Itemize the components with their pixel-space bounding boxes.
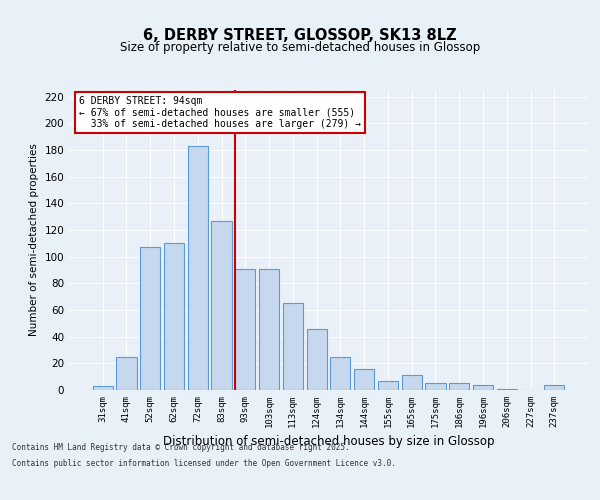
Text: Size of property relative to semi-detached houses in Glossop: Size of property relative to semi-detach… xyxy=(120,41,480,54)
Bar xyxy=(425,384,446,390)
Text: 6, DERBY STREET, GLOSSOP, SK13 8LZ: 6, DERBY STREET, GLOSSOP, SK13 8LZ xyxy=(143,28,457,42)
Text: Contains HM Land Registry data © Crown copyright and database right 2025.: Contains HM Land Registry data © Crown c… xyxy=(12,442,350,452)
Bar xyxy=(188,146,208,390)
Bar xyxy=(378,380,398,390)
Bar xyxy=(235,268,256,390)
Text: 6 DERBY STREET: 94sqm
← 67% of semi-detached houses are smaller (555)
  33% of s: 6 DERBY STREET: 94sqm ← 67% of semi-deta… xyxy=(79,96,361,129)
Bar xyxy=(116,356,137,390)
Bar xyxy=(92,386,113,390)
Bar xyxy=(497,388,517,390)
Bar xyxy=(401,376,422,390)
Bar xyxy=(544,384,565,390)
Bar xyxy=(354,368,374,390)
Bar xyxy=(283,304,303,390)
Bar xyxy=(307,328,327,390)
X-axis label: Distribution of semi-detached houses by size in Glossop: Distribution of semi-detached houses by … xyxy=(163,436,494,448)
Bar xyxy=(211,220,232,390)
Y-axis label: Number of semi-detached properties: Number of semi-detached properties xyxy=(29,144,39,336)
Text: Contains public sector information licensed under the Open Government Licence v3: Contains public sector information licen… xyxy=(12,459,396,468)
Bar xyxy=(473,384,493,390)
Bar xyxy=(164,244,184,390)
Bar xyxy=(449,384,469,390)
Bar xyxy=(140,248,160,390)
Bar xyxy=(259,268,279,390)
Bar xyxy=(330,356,350,390)
